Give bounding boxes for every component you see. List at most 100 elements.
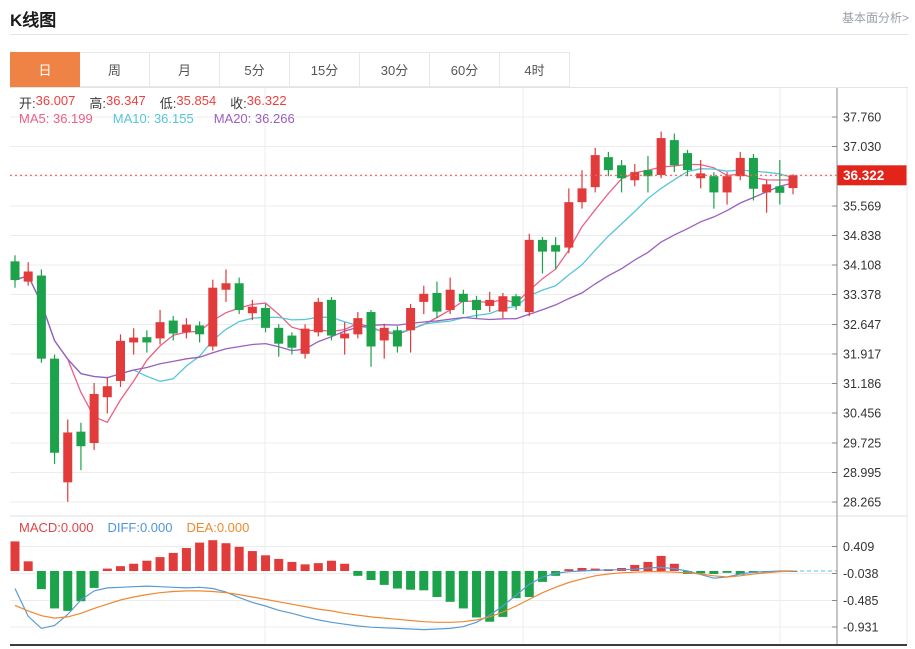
candle-body <box>683 153 693 171</box>
candle-body <box>485 299 495 306</box>
dea-value: 0.000 <box>216 520 250 535</box>
tab-interval-1[interactable]: 周 <box>80 52 150 87</box>
candle-body <box>432 292 442 312</box>
candle-body <box>748 157 758 189</box>
candle-body <box>155 322 165 339</box>
macd-histogram-bar <box>498 571 508 617</box>
candle-body <box>498 296 508 312</box>
candle-body <box>458 293 468 302</box>
low-value: 35.854 <box>176 93 217 108</box>
macd-axis-label: -0.931 <box>843 621 878 635</box>
candle-body <box>208 287 218 347</box>
macd-histogram-bar <box>326 560 336 571</box>
macd-histogram-bar <box>340 563 350 571</box>
macd-histogram-bar <box>643 561 653 571</box>
macd-histogram-bar <box>696 571 706 574</box>
macd-histogram-bar <box>168 552 178 571</box>
candle-body <box>669 140 679 166</box>
ma10-label: MA10: <box>112 111 151 126</box>
candle-body <box>274 327 284 344</box>
candle-body <box>762 184 772 193</box>
candle-body <box>392 330 402 347</box>
macd-histogram-bar <box>89 571 99 588</box>
diff-value: 0.000 <box>139 520 173 535</box>
macd-histogram-bar <box>419 571 429 591</box>
macd-histogram-bar <box>287 561 297 571</box>
page-title: K线图 <box>10 11 57 30</box>
macd-histogram-bar <box>36 571 46 590</box>
close-label: 收: <box>230 96 247 111</box>
macd-histogram-bar <box>432 571 442 597</box>
candle-body <box>10 261 20 281</box>
price-axis-label: 32.647 <box>843 318 881 332</box>
ma5-label: MA5: <box>19 111 50 126</box>
ohlc-legend: 开: 36.007 高: 36.347 低: 35.854 收: 36.322 <box>19 93 301 112</box>
diff-label: DIFF: <box>107 520 140 535</box>
tab-interval-5[interactable]: 30分 <box>360 52 430 87</box>
price-axis-label: 37.760 <box>843 111 881 125</box>
candle-body <box>23 271 33 282</box>
candle-body <box>511 296 521 306</box>
price-axis-label: 28.995 <box>843 466 881 480</box>
macd-histogram-bar <box>472 571 482 618</box>
low-label: 低: <box>159 96 177 111</box>
ma20-label: MA20: <box>213 111 252 126</box>
candle-body <box>656 138 666 175</box>
macd-histogram-bar <box>313 563 323 571</box>
candle-body <box>775 186 785 193</box>
macd-histogram-bar <box>669 563 679 571</box>
candle-body <box>195 325 205 335</box>
macd-histogram-bar <box>445 571 455 602</box>
candle-body <box>234 283 244 311</box>
fundamental-analysis-link[interactable]: 基本面分析> <box>841 11 909 25</box>
candle-body <box>406 307 416 331</box>
candle-body <box>722 176 732 193</box>
tab-interval-2[interactable]: 月 <box>150 52 220 87</box>
price-axis-label: 37.030 <box>843 140 881 154</box>
tab-interval-3[interactable]: 5分 <box>220 52 290 87</box>
candle-body <box>340 333 350 339</box>
dea-line <box>14 570 794 623</box>
high-value: 36.347 <box>106 93 146 108</box>
macd-legend: MACD: 0.000 DIFF: 0.000 DEA: 0.000 <box>19 520 263 535</box>
candle-body <box>313 301 323 333</box>
macd-histogram-bar <box>353 571 363 576</box>
candle-body <box>50 358 60 453</box>
ma-legend: MA5: 36.199 MA10: 36.155 MA20: 36.266 <box>19 111 315 126</box>
candle-body <box>221 283 231 290</box>
interval-tabbar: 日周月 5分 15分 30分 60分 4时 <box>10 52 908 88</box>
macd-histogram-bar <box>274 558 284 571</box>
macd-histogram-bar <box>181 548 191 571</box>
dea-label: DEA: <box>186 520 217 535</box>
candle-body <box>735 157 745 177</box>
macd-label: MACD: <box>19 520 61 535</box>
price-axis-label: 34.838 <box>843 229 881 243</box>
tab-interval-6[interactable]: 60分 <box>430 52 500 87</box>
macd-axis-label: -0.038 <box>843 567 878 581</box>
macd-axis-label: -0.485 <box>843 594 878 608</box>
candle-body <box>788 175 798 189</box>
macd-histogram-bar <box>458 571 468 609</box>
macd-histogram-bar <box>142 560 152 571</box>
candle-body <box>115 340 125 381</box>
price-axis-label: 34.108 <box>843 259 881 273</box>
macd-histogram-bar <box>590 568 600 571</box>
tab-interval-4[interactable]: 15分 <box>290 52 360 87</box>
ma20-value: 36.266 <box>254 111 295 126</box>
tab-interval-0[interactable]: 日 <box>10 52 80 87</box>
close-value: 36.322 <box>246 93 287 108</box>
candle-body <box>168 320 178 334</box>
ma20-line <box>14 182 794 379</box>
macd-histogram-bar <box>115 566 125 571</box>
macd-histogram-bar <box>208 540 218 571</box>
macd-histogram-bar <box>247 551 257 571</box>
price-axis-label: 28.265 <box>843 496 881 510</box>
tab-interval-7[interactable]: 4时 <box>500 52 570 87</box>
candle-body <box>287 335 297 348</box>
price-axis-label: 31.186 <box>843 377 881 391</box>
candle-body <box>419 293 429 302</box>
candle-body <box>142 337 152 343</box>
candle-body <box>630 172 640 181</box>
macd-histogram-bar <box>261 555 271 571</box>
macd-histogram-bar <box>485 571 495 622</box>
